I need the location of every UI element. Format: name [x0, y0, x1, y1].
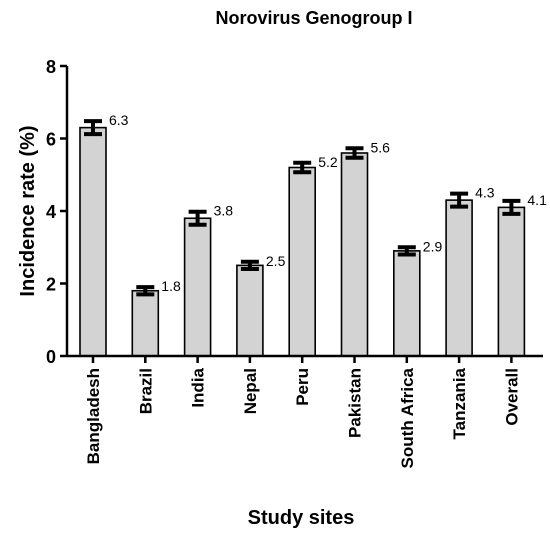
x-tick-label: South Africa	[398, 367, 417, 468]
x-tick-label: Bangladesh	[84, 368, 103, 464]
y-axis-title: Incidence rate (%)	[17, 125, 39, 296]
data-label: 1.8	[161, 278, 181, 294]
x-axis-title: Study sites	[248, 507, 355, 529]
data-label: 4.3	[475, 185, 495, 201]
x-tick-label: India	[189, 367, 208, 407]
x-tick-label: Brazil	[136, 368, 155, 414]
y-tick-label: 8	[46, 57, 56, 77]
y-tick-label: 4	[46, 202, 56, 222]
x-axis: Bangladesh Brazil India Nepal Peru Pakistan So…	[67, 354, 543, 468]
data-label: 2.5	[266, 253, 286, 269]
chart-title: Norovirus Genogroup I	[215, 8, 412, 28]
bar	[445, 199, 473, 357]
y-tick-label: 6	[46, 130, 56, 150]
data-label: 5.2	[318, 154, 338, 170]
x-tick-label: Pakistan	[346, 368, 365, 438]
bar	[340, 152, 369, 357]
data-label: 4.1	[527, 192, 547, 208]
y-axis: 0 2 4 6 8	[46, 57, 69, 367]
bars-group: 6.3 1.8 3.8 2.5 5.2 5.6 2.9 4.3 4.1	[79, 112, 547, 357]
bar	[183, 217, 212, 357]
x-tick-label: Nepal	[241, 368, 260, 414]
bar	[236, 264, 264, 357]
bar	[392, 250, 421, 357]
bar	[497, 206, 526, 357]
data-label: 2.9	[423, 238, 443, 254]
data-label: 3.8	[214, 203, 234, 219]
bar	[131, 289, 160, 357]
y-tick-label: 0	[46, 347, 56, 367]
x-tick-label: Tanzania	[450, 367, 469, 439]
bar	[79, 126, 107, 357]
y-tick-label: 2	[46, 275, 56, 295]
data-label: 5.6	[371, 139, 391, 155]
x-tick-label: Peru	[293, 368, 312, 406]
data-label: 6.3	[109, 112, 129, 128]
bar	[288, 166, 317, 357]
x-tick-label: Overall	[502, 368, 521, 426]
